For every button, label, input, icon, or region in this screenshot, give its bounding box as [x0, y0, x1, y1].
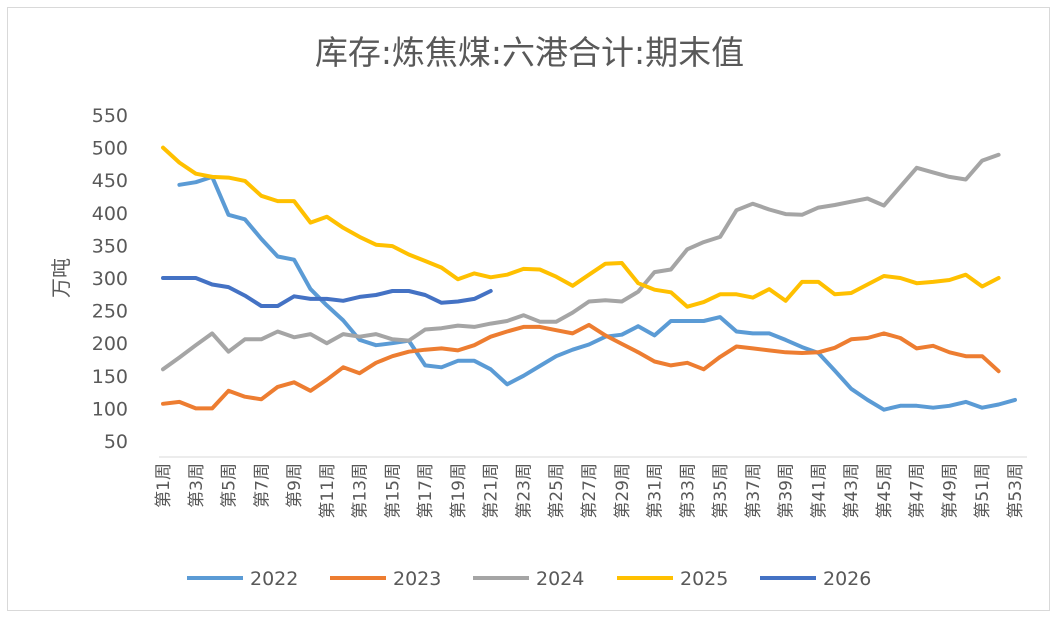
- legend-item-2025: 2025: [617, 568, 728, 590]
- x-tick-label: 第25周: [547, 463, 567, 519]
- x-tick-label: 第27周: [580, 463, 600, 519]
- y-tick-label: 350: [92, 235, 128, 257]
- legend-item-2023: 2023: [330, 568, 441, 590]
- x-tick-label: 第1周: [154, 463, 174, 508]
- x-tick-label: 第47周: [908, 463, 928, 519]
- x-tick-label: 第29周: [613, 463, 633, 519]
- series-group: [161, 145, 1017, 412]
- legend-label: 2023: [393, 568, 441, 590]
- x-tick-label: 第41周: [809, 463, 829, 519]
- x-tick-label: 第53周: [1006, 463, 1026, 519]
- chart-frame: [7, 7, 1050, 611]
- x-tick-label: 第15周: [383, 463, 403, 519]
- x-tick-label: 第37周: [744, 463, 764, 519]
- x-tick-label: 第49周: [940, 463, 960, 519]
- legend-label: 2022: [250, 568, 298, 590]
- x-tick-label: 第31周: [646, 463, 666, 519]
- y-tick-label: 150: [92, 366, 128, 388]
- legend-item-2026: 2026: [760, 568, 871, 590]
- y-axis-title: 万吨: [49, 258, 73, 298]
- series-line-2025: [161, 145, 1001, 309]
- x-axis: 第1周 第3周 第5周 第7周 第9周 第11周 第13周 第15周 第17周 第19周 第21周第…: [154, 456, 1027, 519]
- legend-label: 2026: [823, 568, 871, 590]
- chart-title: 库存:炼焦煤:六港合计:期末值: [314, 33, 745, 72]
- x-tick-label: 第35周: [711, 463, 731, 519]
- x-tick-label: 第51周: [973, 463, 993, 519]
- y-tick-label: 200: [92, 333, 128, 355]
- series-line-2024: [161, 152, 1001, 372]
- x-tick-label: 第7周: [252, 463, 272, 508]
- y-axis: 50 100 150 200 250 300 350 400 450 500 550: [92, 105, 128, 453]
- y-tick-label: 50: [104, 431, 128, 453]
- x-tick-label: 第19周: [449, 463, 469, 519]
- x-tick-label: 第43周: [842, 463, 862, 519]
- x-tick-label: 第21周: [482, 463, 502, 519]
- legend: 2022 2023 2024 2025 2026: [187, 568, 871, 590]
- legend-label: 2025: [680, 568, 728, 590]
- x-tick-label: 第39周: [777, 463, 797, 519]
- x-tick-label: 第23周: [514, 463, 534, 519]
- y-tick-label: 400: [92, 203, 128, 225]
- y-tick-label: 450: [92, 170, 128, 192]
- y-axis-label: 万吨: [49, 258, 73, 298]
- y-tick-label: 550: [92, 105, 128, 127]
- series-line-2023: [161, 322, 1001, 411]
- x-tick-label: 第33周: [678, 463, 698, 519]
- x-tick-label: 第11周: [318, 463, 338, 519]
- legend-item-2024: 2024: [473, 568, 584, 590]
- legend-label: 2024: [536, 568, 584, 590]
- x-tick-label: 第5周: [220, 463, 240, 508]
- y-tick-label: 500: [92, 138, 128, 160]
- y-tick-label: 250: [92, 301, 128, 323]
- legend-item-2022: 2022: [187, 568, 298, 590]
- y-tick-label: 100: [92, 398, 128, 420]
- x-tick-label: 第45周: [875, 463, 895, 519]
- series-line-2026: [161, 276, 493, 308]
- x-tick-label: 第3周: [187, 463, 207, 508]
- x-tick-label: 第17周: [416, 463, 436, 519]
- y-tick-label: 300: [92, 268, 128, 290]
- x-tick-label: 第9周: [285, 463, 305, 508]
- x-tick-label: 第13周: [351, 463, 371, 519]
